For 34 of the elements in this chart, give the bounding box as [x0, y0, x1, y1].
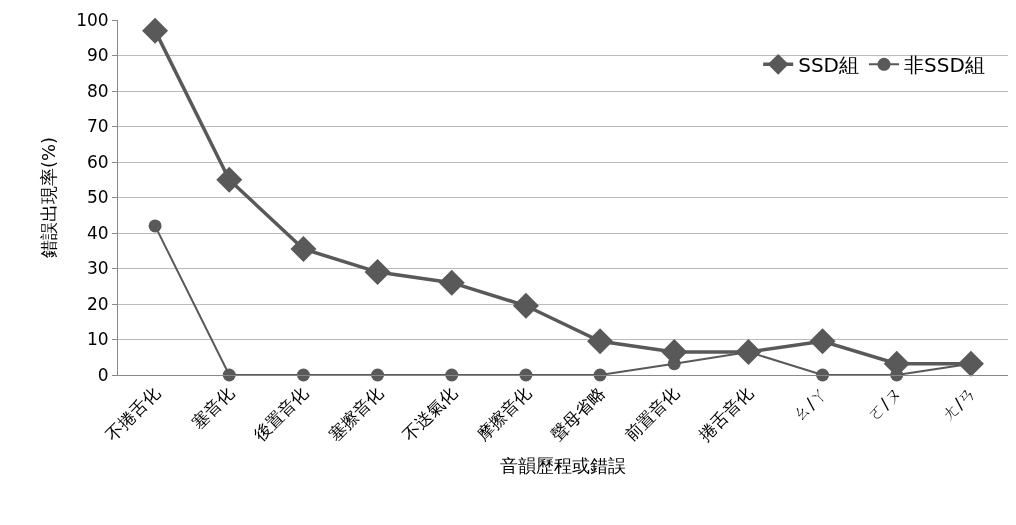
x-axis-title: 音韻歷程或錯誤 [500, 454, 626, 476]
point [438, 269, 465, 296]
x-tick-label: 前置音化 [620, 382, 684, 445]
y-tick-label: 80 [86, 80, 109, 101]
y-tick-label: 0 [97, 364, 109, 385]
y-tick-label: 50 [86, 187, 109, 208]
point [148, 219, 162, 233]
y-tick-label: 20 [86, 293, 109, 314]
y-tick-label: 90 [86, 45, 109, 66]
y-tick-label: 100 [76, 9, 109, 30]
point [512, 292, 539, 319]
x-tick-label: 摩擦音化 [472, 382, 535, 445]
point [587, 328, 614, 355]
point [364, 259, 391, 286]
point [142, 17, 169, 44]
point [667, 357, 681, 371]
x-tick-label: 後置音化 [250, 382, 313, 445]
x-tick-label: 聲母省略 [546, 382, 609, 445]
y-tick-label: 40 [86, 222, 109, 243]
legend-label: SSD組 [798, 53, 859, 78]
x-tick-label: 不捲舌化 [101, 382, 164, 445]
x-tick-label: 捲舌音化 [695, 382, 758, 445]
y-axis-title: 錯誤出現率(%) [38, 136, 60, 259]
legend-label: 非SSD組 [904, 53, 985, 78]
x-tick-label: 塞音化 [187, 382, 239, 433]
point [809, 328, 836, 355]
y-tick-label: 70 [86, 116, 109, 137]
x-tick-label: 塞擦音化 [324, 382, 387, 445]
point [216, 166, 243, 193]
y-tick-label: 60 [86, 151, 109, 172]
x-tick-label: 不送氣化 [398, 382, 461, 445]
point [290, 235, 317, 262]
y-tick-label: 10 [86, 329, 109, 350]
y-tick-label: 30 [86, 258, 109, 279]
